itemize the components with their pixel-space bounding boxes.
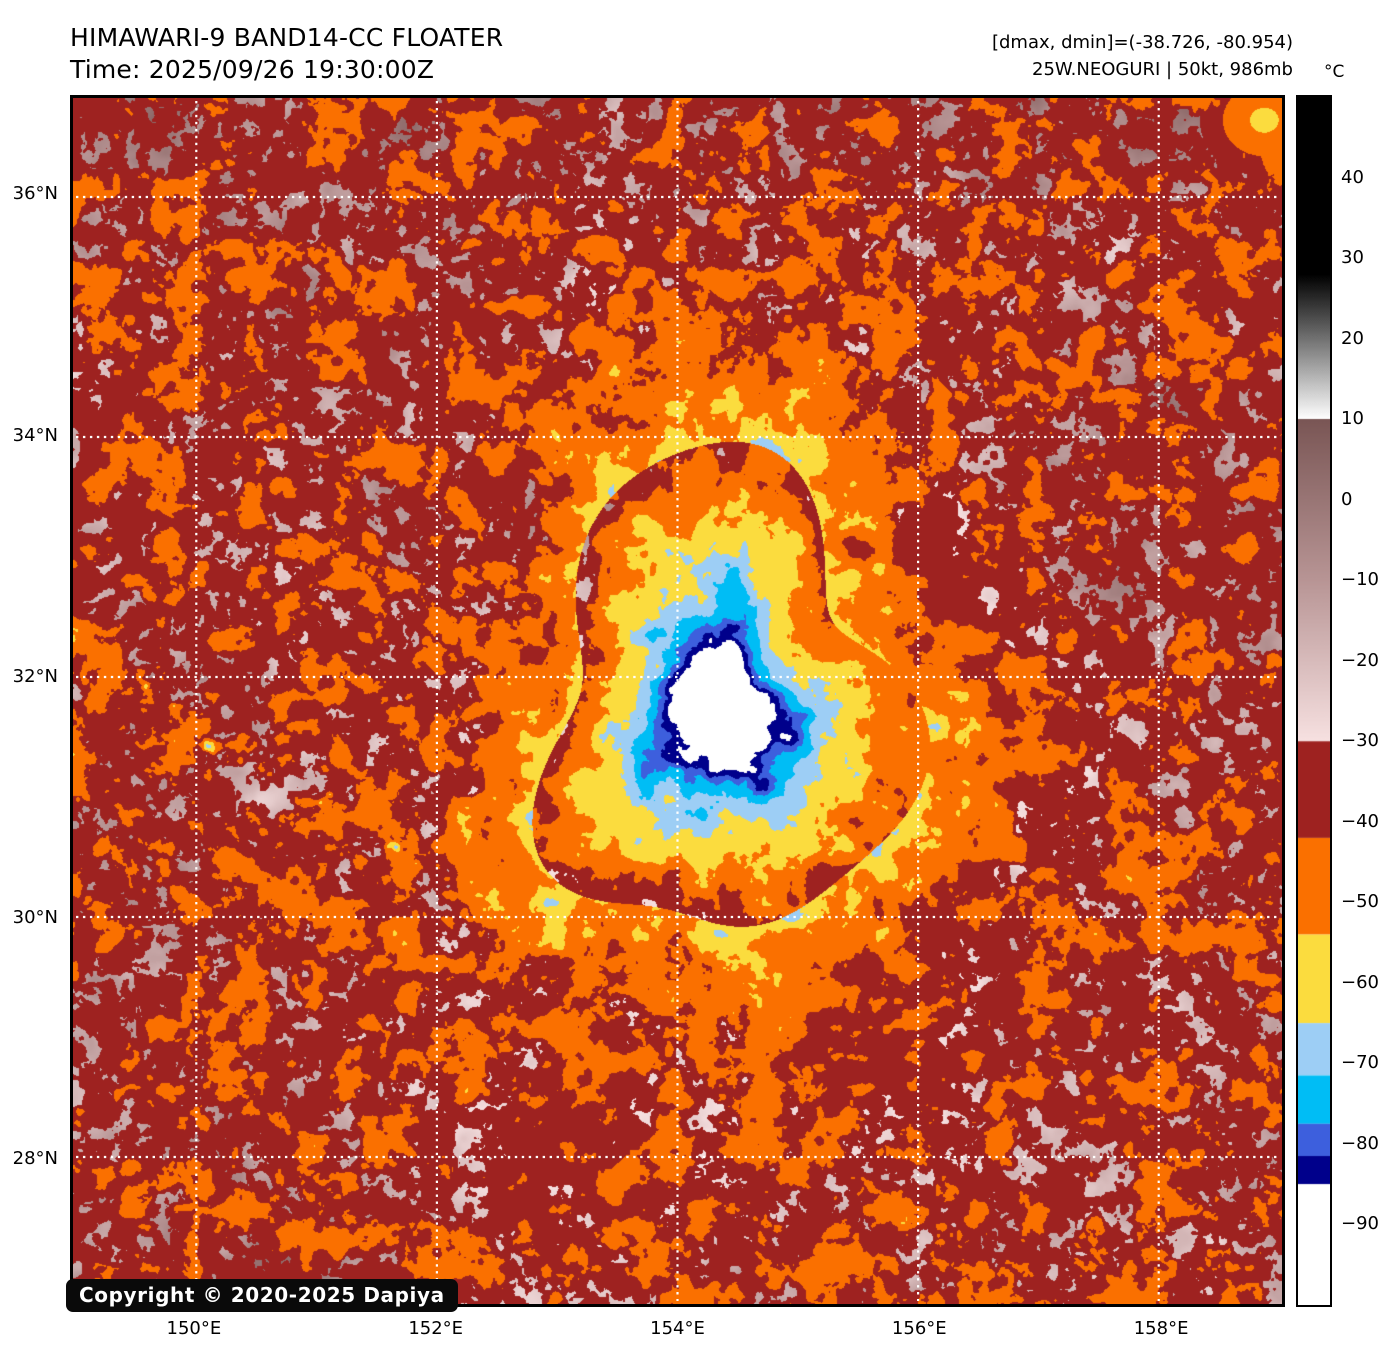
- colorbar-tick-label: −20: [1341, 649, 1379, 671]
- lon-tick-label: 150°E: [166, 1318, 222, 1339]
- lat-tick-label: 36°N: [12, 183, 58, 205]
- lat-tick-label: 28°N: [12, 1148, 58, 1170]
- lon-tick-label: 152°E: [408, 1318, 464, 1339]
- colorbar-tick-label: −70: [1341, 1052, 1379, 1074]
- colorbar-tick-label: −40: [1341, 810, 1379, 832]
- colorbar-tick-label: −90: [1341, 1213, 1379, 1235]
- colorbar-tick-label: −80: [1341, 1132, 1379, 1154]
- copyright-banner: Copyright © 2020-2025 Dapiya: [66, 1279, 458, 1312]
- colorbar-tick-label: 30: [1341, 247, 1364, 269]
- colorbar[interactable]: [1296, 95, 1332, 1307]
- storm-info-label: 25W.NEOGURI | 50kt, 986mb: [1032, 59, 1293, 80]
- lon-tick-label: 158°E: [1133, 1318, 1189, 1339]
- colorbar-unit-label: °C: [1324, 62, 1345, 82]
- data-range-label: [dmax, dmin]=(-38.726, -80.954): [991, 32, 1293, 53]
- colorbar-gradient: [1298, 97, 1330, 1305]
- colorbar-tick-label: 10: [1341, 408, 1364, 430]
- timestamp-label: Time: 2025/09/26 19:30:00Z: [70, 55, 435, 84]
- colorbar-tick-label: −10: [1341, 569, 1379, 591]
- satellite-imagery-canvas: [73, 98, 1282, 1304]
- lon-tick-label: 156°E: [891, 1318, 947, 1339]
- satellite-image-plot[interactable]: [70, 95, 1285, 1307]
- colorbar-tick-label: 40: [1341, 166, 1364, 188]
- colorbar-tick-label: −30: [1341, 730, 1379, 752]
- lat-tick-label: 30°N: [12, 907, 58, 929]
- colorbar-tick-label: 0: [1341, 488, 1353, 510]
- page-title: HIMAWARI-9 BAND14-CC FLOATER: [70, 23, 504, 52]
- lat-tick-label: 32°N: [12, 665, 58, 687]
- colorbar-tick-label: −50: [1341, 891, 1379, 913]
- colorbar-tick-label: 20: [1341, 327, 1364, 349]
- lon-tick-label: 154°E: [650, 1318, 705, 1339]
- colorbar-tick-label: −60: [1341, 971, 1379, 993]
- lat-tick-label: 34°N: [12, 424, 58, 446]
